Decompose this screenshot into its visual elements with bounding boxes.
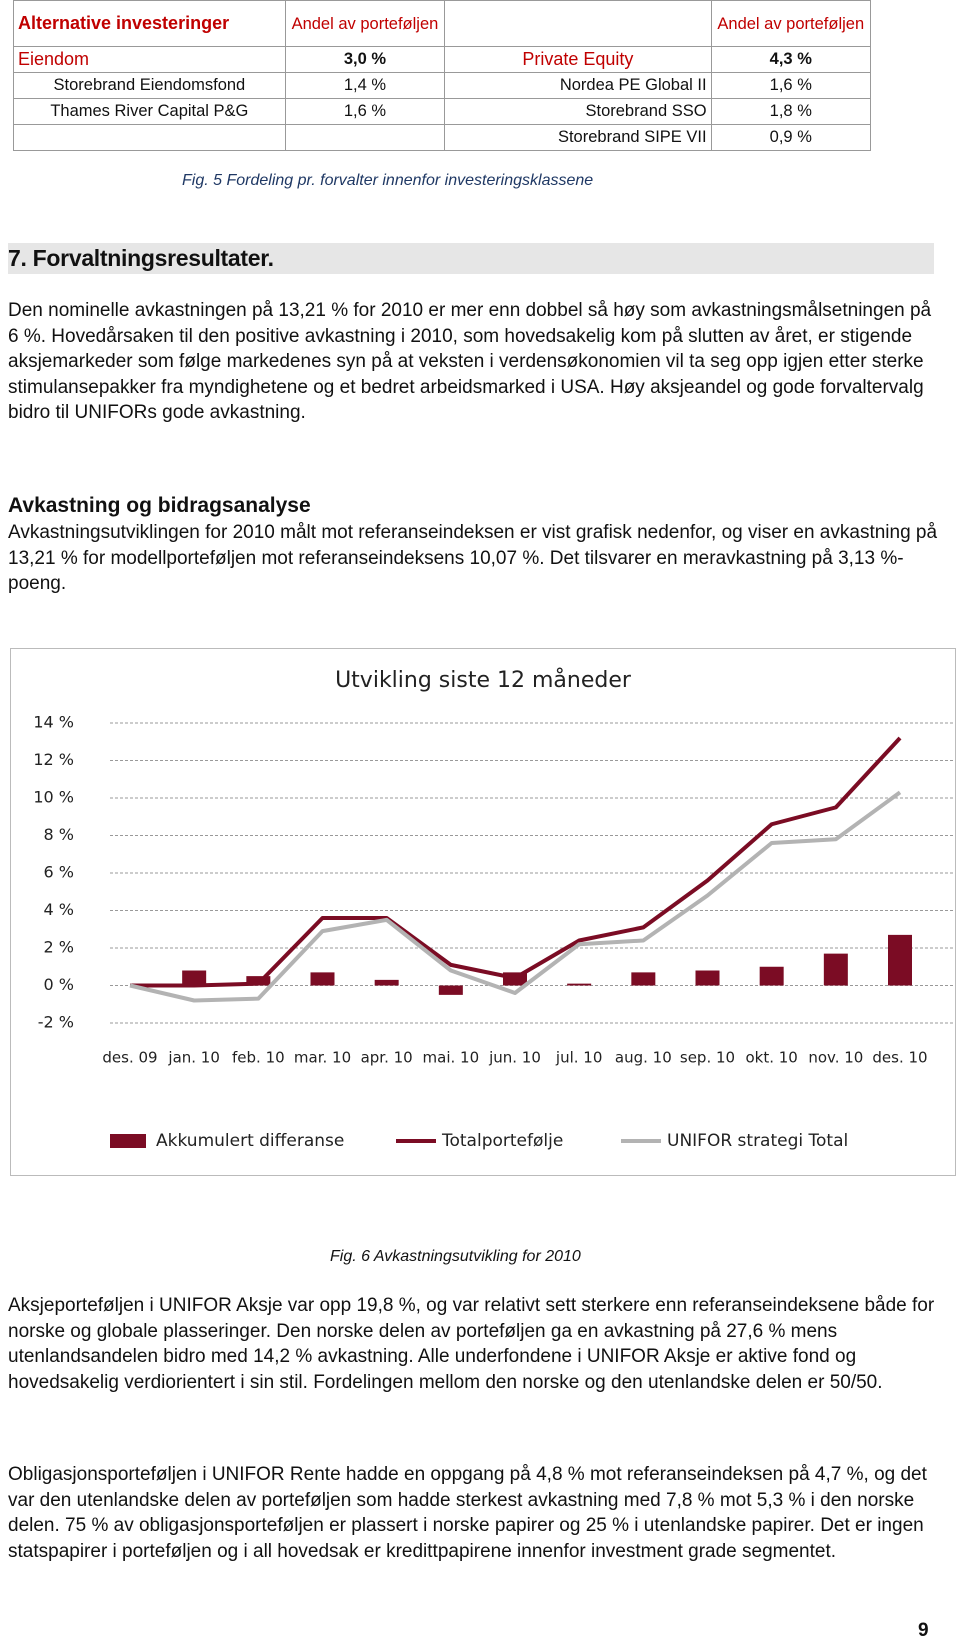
chart-frame xyxy=(10,648,956,1176)
header-cell: Alternative investeringer xyxy=(13,0,286,47)
table-cell: Thames River Capital P&G xyxy=(13,98,286,125)
table-cell: 4,3 % xyxy=(710,46,872,73)
table-cell: Eiendom xyxy=(13,46,286,73)
y-tick-label: 8 % xyxy=(44,825,74,844)
x-tick-label: apr. 10 xyxy=(361,1049,413,1067)
paragraph: Aksjeporteføljen i UNIFOR Aksje var opp … xyxy=(8,1295,935,1393)
paragraph: Avkastningsutviklingen for 2010 målt mot… xyxy=(8,522,938,594)
x-tick-label: jan. 10 xyxy=(167,1049,220,1067)
table-cell: 1,4 % xyxy=(284,72,446,99)
x-tick-label: okt. 10 xyxy=(745,1049,797,1067)
y-tick-label: 10 % xyxy=(33,788,74,807)
line xyxy=(130,736,902,988)
legend-label: Totalportefølje xyxy=(441,1131,563,1151)
header-cell: Andel av porteføljen xyxy=(284,0,446,47)
chart: Utvikling siste 12 måneder -2 % 0 % 2 % 4 %… xyxy=(10,648,956,1176)
x-tick-label: aug. 10 xyxy=(615,1049,672,1067)
bar xyxy=(182,970,207,986)
x-tick-label: des. 10 xyxy=(872,1049,927,1067)
table-cell: 1,8 % xyxy=(710,98,872,125)
subheading: Avkastning og bidragsanalyse xyxy=(8,494,311,517)
header-cell: Andel av porteføljen xyxy=(710,0,872,47)
table-cell xyxy=(13,124,286,151)
figure-caption: Fig. 5 Fordeling pr. forvalter innenfor … xyxy=(182,172,594,189)
x-tick-label: mar. 10 xyxy=(294,1049,351,1067)
x-tick-label: mai. 10 xyxy=(423,1049,480,1067)
page-number: 9 xyxy=(918,1620,929,1641)
table-cell: Storebrand Eiendomsfond xyxy=(13,72,286,99)
legend-swatch xyxy=(110,1134,146,1148)
y-tick-label: -2 % xyxy=(38,1013,74,1032)
bar xyxy=(310,972,335,986)
paragraph: Obligasjonsporteføljen i UNIFOR Rente ha… xyxy=(8,1464,927,1562)
allocation-table: Alternative investeringer Andel av porte… xyxy=(13,0,872,151)
x-tick-label: nov. 10 xyxy=(808,1049,863,1067)
y-tick-label: 12 % xyxy=(33,750,74,769)
y-tick-label: 14 % xyxy=(33,713,74,732)
x-tick-label: sep. 10 xyxy=(680,1049,735,1067)
y-tick-label: 0 % xyxy=(44,975,74,994)
table-cell: 1,6 % xyxy=(284,98,446,125)
table-cell: Nordea PE Global II xyxy=(444,72,712,99)
bar xyxy=(438,985,463,995)
table-cell: 1,6 % xyxy=(710,72,872,99)
table-cell: 0,9 % xyxy=(710,124,872,151)
x-tick-label: feb. 10 xyxy=(232,1049,285,1067)
paragraph: Den nominelle avkastningen på 13,21 % fo… xyxy=(8,300,932,423)
table-cell: Storebrand SSO xyxy=(444,98,712,125)
legend-label: UNIFOR strategi Total xyxy=(667,1131,848,1151)
figure-caption: Fig. 6 Avkastningsutvikling for 2010 xyxy=(330,1248,581,1265)
y-tick-label: 6 % xyxy=(44,863,74,882)
y-tick-label: 4 % xyxy=(44,900,74,919)
legend-label: Akkumulert differanse xyxy=(156,1131,344,1151)
bar xyxy=(631,972,656,986)
bar xyxy=(759,966,784,986)
table-cell: Private Equity xyxy=(444,46,712,73)
bar xyxy=(695,970,720,986)
table-cell: Storebrand SIPE VII xyxy=(444,124,712,151)
table-cell: 3,0 % xyxy=(284,46,446,73)
section-heading: 7. Forvaltningsresultater. xyxy=(8,243,934,274)
line xyxy=(129,790,902,1003)
x-tick-label: des. 09 xyxy=(102,1049,157,1067)
bar xyxy=(888,934,912,986)
header-cell xyxy=(444,0,712,47)
bar xyxy=(567,983,592,986)
x-tick-label: jun. 10 xyxy=(488,1049,541,1067)
table-cell xyxy=(284,124,446,151)
bar xyxy=(374,979,399,986)
chart-title: Utvikling siste 12 måneder xyxy=(335,667,632,693)
x-tick-label: jul. 10 xyxy=(555,1049,602,1067)
bar xyxy=(823,953,848,986)
y-tick-label: 2 % xyxy=(44,938,74,957)
